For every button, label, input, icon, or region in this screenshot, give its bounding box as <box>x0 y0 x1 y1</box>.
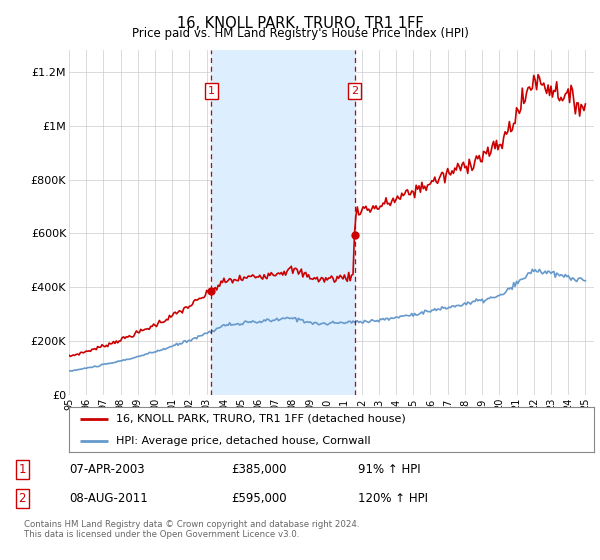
Text: 16, KNOLL PARK, TRURO, TR1 1FF (detached house): 16, KNOLL PARK, TRURO, TR1 1FF (detached… <box>116 414 406 424</box>
Text: 2: 2 <box>19 492 26 505</box>
Bar <box>211 50 355 395</box>
Text: 08-AUG-2011: 08-AUG-2011 <box>70 492 148 505</box>
Text: 91% ↑ HPI: 91% ↑ HPI <box>358 463 420 476</box>
Text: HPI: Average price, detached house, Cornwall: HPI: Average price, detached house, Corn… <box>116 436 371 446</box>
Text: 120% ↑ HPI: 120% ↑ HPI <box>358 492 428 505</box>
Text: Price paid vs. HM Land Registry's House Price Index (HPI): Price paid vs. HM Land Registry's House … <box>131 27 469 40</box>
Text: 07-APR-2003: 07-APR-2003 <box>70 463 145 476</box>
Text: Contains HM Land Registry data © Crown copyright and database right 2024.
This d: Contains HM Land Registry data © Crown c… <box>24 520 359 539</box>
Text: £385,000: £385,000 <box>231 463 286 476</box>
Text: 2: 2 <box>351 86 358 96</box>
Text: 1: 1 <box>19 463 26 476</box>
Text: 1: 1 <box>208 86 215 96</box>
Text: 16, KNOLL PARK, TRURO, TR1 1FF: 16, KNOLL PARK, TRURO, TR1 1FF <box>176 16 424 31</box>
Text: £595,000: £595,000 <box>231 492 287 505</box>
